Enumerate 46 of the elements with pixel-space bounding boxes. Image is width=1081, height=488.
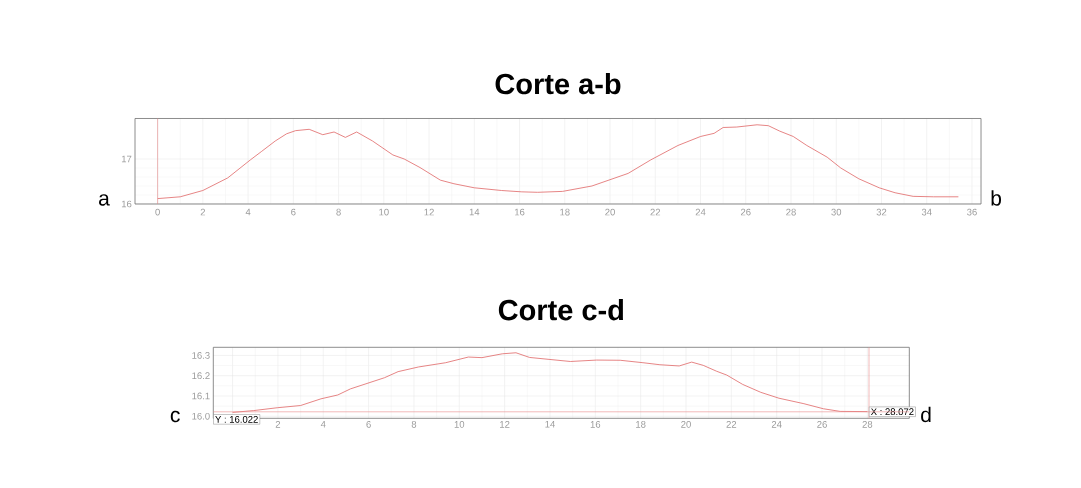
- x-tick-label: 16: [514, 208, 525, 216]
- x-tick-label: 2: [200, 208, 206, 216]
- text: c: [170, 410, 180, 423]
- x-tick-label: 34: [921, 208, 932, 216]
- x-tick-label: 0: [155, 208, 160, 216]
- chart-title: Corte c-d: [498, 299, 623, 321]
- text: a: [99, 194, 110, 206]
- text: d: [921, 406, 931, 423]
- x-tick-label: 4: [245, 208, 251, 216]
- x-tick-label: 14: [469, 208, 480, 216]
- x-tick-label: 10: [379, 208, 389, 216]
- y-tick-label: 16.2: [192, 372, 210, 380]
- x-tick-label: 26: [817, 420, 827, 428]
- x-tick-label: 8: [336, 208, 341, 216]
- x-tick-label: 2: [275, 420, 281, 428]
- ref-line-label: Y : 16.022: [215, 416, 258, 423]
- x-tick-label: 12: [424, 208, 434, 216]
- x-tick-label: 12: [500, 420, 510, 428]
- x-tick-label: 28: [862, 420, 873, 428]
- x-tick-label: 26: [740, 208, 751, 216]
- x-tick-label: 18: [560, 208, 570, 216]
- text: b: [991, 190, 1002, 206]
- x-tick-label: 22: [726, 420, 737, 428]
- x-tick-label: 8: [411, 420, 417, 428]
- y-tick-label: 16.0: [192, 412, 210, 420]
- x-tick-label: 6: [366, 420, 371, 428]
- x-tick-label: 24: [771, 420, 782, 428]
- x-tick-label: 6: [291, 208, 296, 216]
- x-tick-label: 28: [786, 208, 796, 216]
- x-tick-label: 4: [320, 421, 326, 428]
- x-tick-label: 36: [967, 208, 977, 216]
- x-tick-label: 10: [454, 420, 465, 428]
- x-tick-label: 18: [636, 420, 646, 428]
- x-tick-label: 30: [831, 208, 842, 216]
- x-tick-label: 32: [876, 208, 887, 216]
- y-tick-label: 16.1: [192, 392, 210, 400]
- x-tick-label: 14: [545, 421, 555, 428]
- x-tick-label: 20: [605, 208, 615, 216]
- y-tick-label: 16.3: [192, 352, 210, 359]
- ref-line-label: X : 28.072: [870, 408, 914, 416]
- x-tick-label: 22: [650, 208, 661, 216]
- x-tick-label: 20: [681, 420, 691, 428]
- x-tick-label: 24: [695, 208, 706, 216]
- chart-title: Corte a-b: [495, 73, 621, 95]
- y-tick-label: 17: [121, 155, 132, 163]
- x-tick-label: 16: [590, 420, 601, 428]
